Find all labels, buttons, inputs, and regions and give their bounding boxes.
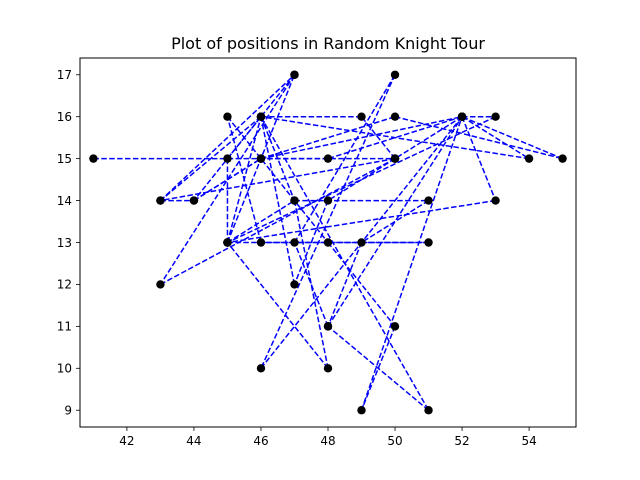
path-segment bbox=[260, 116, 296, 201]
path-segment bbox=[226, 116, 262, 243]
path-segment bbox=[293, 242, 329, 327]
x-tick-label: 46 bbox=[253, 434, 268, 448]
x-tick-label: 52 bbox=[454, 434, 469, 448]
path-segment bbox=[293, 74, 396, 243]
position-point bbox=[256, 154, 266, 163]
path-segment bbox=[227, 116, 496, 244]
position-point bbox=[256, 112, 266, 121]
path-segment bbox=[360, 116, 396, 160]
path-segment bbox=[193, 158, 262, 202]
y-tick-label: 17 bbox=[57, 68, 72, 82]
position-point bbox=[189, 196, 199, 205]
position-point bbox=[223, 238, 232, 247]
path-segment bbox=[361, 199, 429, 244]
position-point bbox=[323, 238, 333, 247]
position-point bbox=[357, 406, 366, 415]
position-point bbox=[424, 196, 433, 205]
path-segment bbox=[260, 74, 396, 369]
path-segment bbox=[327, 242, 363, 327]
position-point bbox=[290, 196, 299, 205]
path-segment bbox=[293, 200, 329, 369]
path-segment bbox=[327, 242, 396, 327]
position-point bbox=[424, 406, 433, 415]
y-tick-label: 13 bbox=[57, 236, 72, 250]
path-segment bbox=[394, 116, 463, 160]
x-axis: 42 44 46 48 50 52 54 bbox=[119, 427, 537, 448]
path-segment bbox=[260, 115, 463, 160]
position-point bbox=[256, 364, 266, 373]
position-point bbox=[223, 154, 232, 163]
y-tick-label: 10 bbox=[57, 362, 72, 376]
y-tick-label: 9 bbox=[64, 404, 72, 418]
path-segment bbox=[461, 116, 563, 160]
x-tick-label: 54 bbox=[521, 434, 536, 448]
position-point bbox=[290, 280, 299, 289]
path-segment bbox=[260, 116, 296, 285]
y-tick-label: 12 bbox=[57, 278, 72, 292]
path-segment bbox=[461, 116, 497, 201]
position-point bbox=[323, 364, 333, 373]
position-point bbox=[558, 154, 567, 163]
tour-path bbox=[93, 74, 563, 411]
position-point bbox=[357, 238, 366, 247]
path-segment bbox=[159, 74, 295, 202]
y-tick-label: 16 bbox=[57, 110, 72, 124]
path-segment bbox=[193, 74, 296, 202]
path-segment bbox=[160, 157, 396, 286]
position-point bbox=[223, 112, 232, 121]
position-point bbox=[424, 238, 433, 247]
path-segment bbox=[327, 325, 430, 411]
position-point bbox=[156, 196, 165, 205]
path-segment bbox=[226, 116, 329, 243]
chart-title: Plot of positions in Random Knight Tour bbox=[171, 34, 485, 53]
position-point bbox=[457, 112, 467, 121]
path-segment bbox=[260, 116, 430, 411]
path-segment bbox=[227, 199, 496, 244]
path-segment bbox=[226, 242, 329, 369]
position-point bbox=[323, 154, 333, 163]
path-segment bbox=[227, 199, 295, 244]
path-segment bbox=[260, 115, 530, 160]
path-segment bbox=[360, 116, 463, 411]
position-point bbox=[256, 238, 266, 247]
y-tick-label: 14 bbox=[57, 194, 72, 208]
path-segment bbox=[159, 74, 296, 285]
y-tick-label: 15 bbox=[57, 152, 72, 166]
path-segment bbox=[461, 116, 530, 160]
x-tick-label: 42 bbox=[119, 434, 134, 448]
position-point bbox=[323, 322, 333, 331]
path-segment bbox=[360, 326, 396, 411]
position-point bbox=[390, 154, 400, 163]
position-markers bbox=[89, 70, 567, 415]
position-point bbox=[491, 112, 500, 121]
position-point bbox=[390, 322, 400, 331]
position-point bbox=[89, 154, 98, 163]
x-tick-label: 50 bbox=[387, 434, 402, 448]
position-point bbox=[323, 196, 333, 205]
position-point bbox=[491, 196, 500, 205]
y-tick-label: 11 bbox=[57, 320, 72, 334]
path-segment bbox=[293, 200, 329, 285]
path-segment bbox=[394, 115, 563, 160]
x-tick-label: 48 bbox=[320, 434, 335, 448]
position-point bbox=[390, 70, 400, 79]
path-segment bbox=[327, 158, 396, 202]
position-point bbox=[290, 238, 299, 247]
position-point bbox=[290, 70, 299, 79]
x-tick-label: 44 bbox=[186, 434, 201, 448]
path-segment bbox=[159, 116, 262, 202]
y-axis: 9 10 11 12 13 14 15 16 17 bbox=[57, 68, 80, 418]
position-point bbox=[156, 280, 165, 289]
position-point bbox=[524, 154, 534, 163]
position-point bbox=[390, 112, 400, 121]
position-point bbox=[357, 112, 366, 121]
path-segment bbox=[327, 116, 463, 327]
